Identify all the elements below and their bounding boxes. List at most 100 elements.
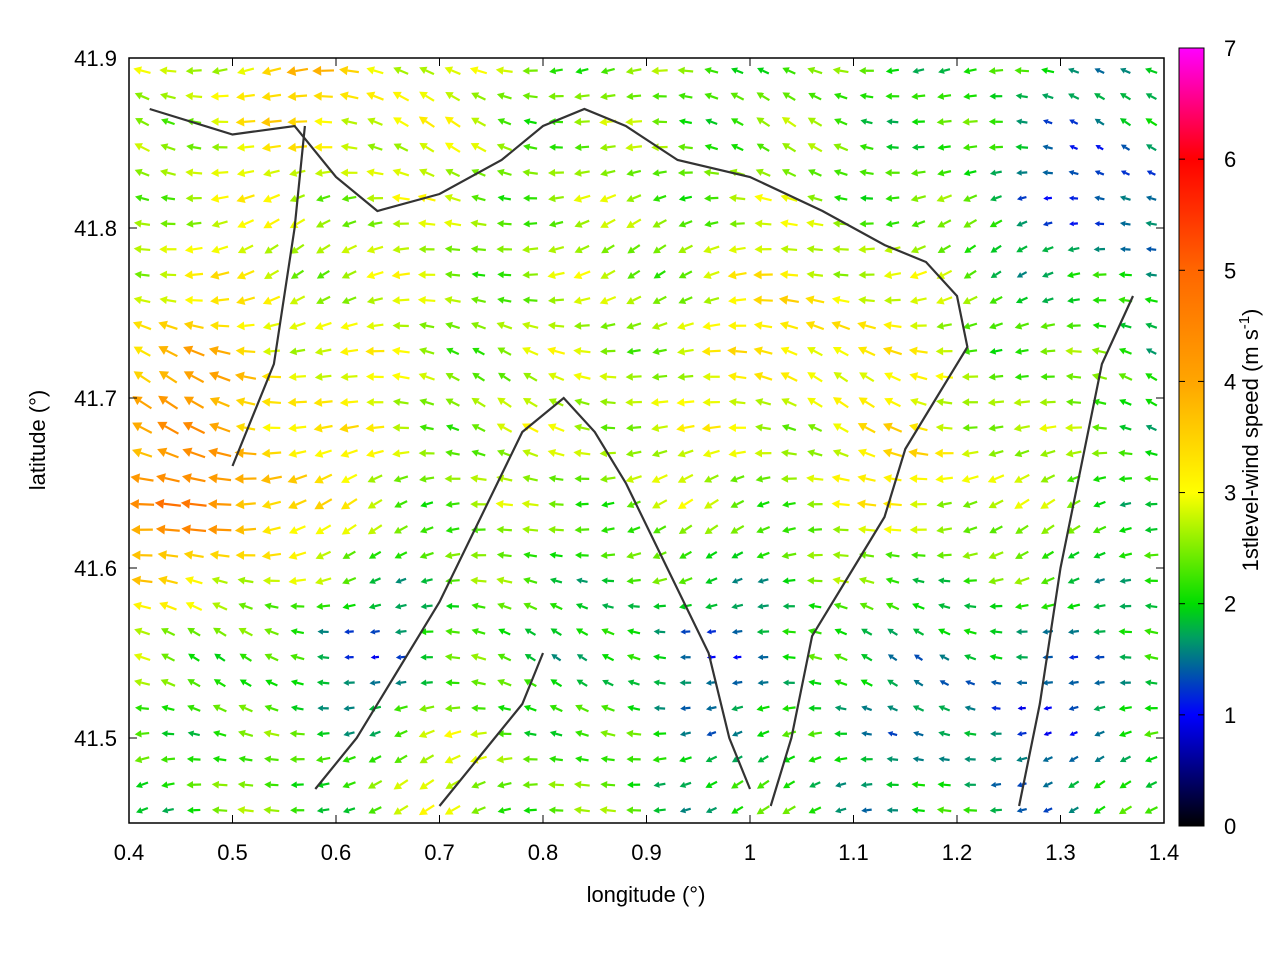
wind-vector — [833, 653, 848, 662]
wind-vector — [964, 756, 976, 763]
wind-vector — [366, 449, 384, 458]
wind-vector — [1016, 169, 1028, 176]
wind-vector — [213, 730, 227, 737]
wind-vector — [756, 805, 770, 815]
wind-vector — [886, 118, 899, 125]
wind-vector — [886, 807, 899, 814]
wind-vector — [236, 194, 255, 203]
wind-vector — [444, 116, 461, 128]
wind-vector — [677, 66, 694, 75]
wind-vector — [885, 551, 900, 559]
wind-vector — [547, 346, 566, 356]
wind-vector — [315, 550, 332, 560]
wind-vector — [732, 654, 742, 660]
wind-vector — [676, 322, 694, 331]
wind-vector — [523, 220, 538, 228]
wind-vector — [575, 730, 589, 738]
wind-vector — [1015, 550, 1029, 559]
wind-vector — [235, 117, 256, 127]
wind-vector — [132, 320, 152, 331]
wind-vector — [159, 296, 177, 305]
wind-vector — [911, 781, 926, 789]
wind-vector — [756, 628, 770, 636]
wind-vector — [290, 269, 305, 279]
wind-vector — [625, 117, 643, 126]
wind-vector — [832, 346, 849, 357]
wind-vector — [211, 245, 229, 254]
wind-vector — [857, 346, 876, 357]
wind-vector — [314, 347, 332, 356]
wind-vector — [962, 117, 978, 126]
wind-vector — [496, 168, 512, 177]
wind-vector — [470, 474, 487, 483]
wind-vector — [731, 805, 744, 814]
wind-vector — [780, 372, 798, 382]
wind-vector — [235, 550, 256, 560]
wind-vector — [1066, 322, 1081, 330]
wind-vector — [549, 67, 563, 75]
wind-vector — [471, 678, 486, 687]
wind-vector — [779, 321, 799, 330]
wind-vector — [705, 705, 717, 712]
wind-vector — [444, 704, 461, 713]
wind-vector — [833, 92, 848, 100]
wind-vector — [600, 424, 616, 432]
wind-vector — [963, 169, 977, 177]
wind-vector — [470, 143, 487, 153]
wind-vector — [679, 550, 692, 559]
wind-vector — [418, 321, 435, 330]
wind-vector — [391, 372, 410, 381]
wind-vector — [1145, 220, 1157, 227]
wind-vector — [262, 295, 281, 305]
wind-vector — [1093, 705, 1106, 712]
wind-vector — [367, 474, 383, 483]
wind-vector — [988, 551, 1004, 560]
wind-vector — [678, 270, 693, 279]
wind-vector — [1118, 730, 1132, 738]
wind-vector — [1040, 474, 1056, 483]
wind-vector — [599, 295, 617, 305]
wind-vector — [522, 66, 538, 75]
wind-vector — [444, 653, 461, 661]
wind-vector — [339, 423, 359, 433]
x-tick-label: 0.7 — [424, 840, 455, 865]
wind-vector — [704, 143, 719, 151]
wind-vector — [757, 603, 769, 610]
wind-vector — [909, 500, 927, 509]
wind-vector — [652, 295, 667, 304]
wind-vector — [599, 143, 616, 152]
wind-vector — [470, 219, 487, 228]
wind-vector — [548, 92, 564, 101]
wind-vector — [626, 295, 642, 305]
wind-vector — [185, 576, 203, 585]
wind-vector — [1118, 271, 1132, 279]
wind-vector — [988, 424, 1004, 432]
wind-vector — [469, 729, 487, 738]
wind-vector — [344, 629, 354, 635]
wind-vector — [575, 628, 589, 636]
wind-vector — [626, 169, 642, 177]
wind-vector — [129, 499, 155, 510]
wind-vector — [988, 322, 1004, 330]
wind-vector — [887, 679, 899, 687]
wind-vector — [1042, 781, 1053, 788]
wind-vector — [419, 704, 435, 713]
wind-vector — [757, 679, 769, 686]
wind-vector — [417, 295, 436, 305]
x-tick-label: 1.4 — [1149, 840, 1180, 865]
wind-vector — [1094, 654, 1105, 661]
wind-vector — [548, 780, 564, 789]
wind-vector — [680, 654, 691, 661]
wind-vector — [781, 398, 797, 407]
wind-vector — [834, 705, 847, 712]
wind-vector — [547, 448, 565, 458]
wind-vector — [1145, 118, 1158, 127]
wind-vector — [677, 372, 694, 381]
wind-vector — [235, 346, 256, 356]
wind-vector — [882, 422, 903, 433]
wind-vector — [730, 143, 744, 152]
wind-vector — [601, 577, 615, 585]
wind-vector — [1093, 780, 1106, 789]
wind-vector — [651, 117, 668, 126]
wind-vector — [1094, 679, 1105, 686]
